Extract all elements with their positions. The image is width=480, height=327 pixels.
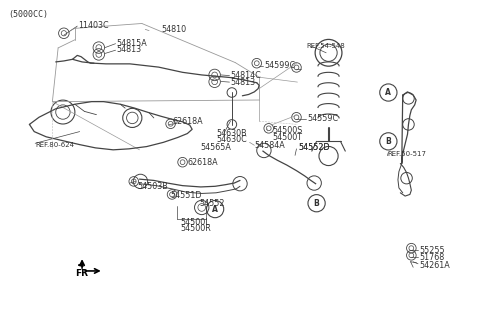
Text: 54815A: 54815A [117, 39, 147, 47]
Text: 54814C: 54814C [230, 71, 261, 80]
Text: 54503B: 54503B [137, 182, 168, 191]
Text: 62618A: 62618A [172, 117, 203, 126]
Text: 54261A: 54261A [419, 261, 450, 269]
Text: 55255: 55255 [419, 246, 444, 255]
Text: 54559C: 54559C [307, 114, 338, 123]
Text: A: A [212, 205, 218, 214]
Text: (5000CC): (5000CC) [9, 10, 48, 19]
Text: 54552: 54552 [199, 199, 225, 208]
Text: 62618A: 62618A [187, 158, 218, 167]
Text: 11403C: 11403C [78, 21, 109, 30]
Text: B: B [314, 199, 320, 208]
Text: 54552D: 54552D [299, 143, 330, 152]
Text: 54599C: 54599C [264, 61, 295, 70]
Text: 54810: 54810 [161, 25, 186, 34]
Text: 54584A: 54584A [254, 141, 285, 150]
Text: 54551D: 54551D [170, 191, 202, 200]
Text: 54500S: 54500S [273, 127, 303, 135]
Text: 54565A: 54565A [201, 143, 232, 152]
Text: REF.80-624: REF.80-624 [35, 142, 74, 147]
Text: REF.50-517: REF.50-517 [387, 151, 426, 157]
Text: 54500L: 54500L [180, 218, 210, 227]
Text: 54813: 54813 [117, 45, 142, 54]
Text: 54630B: 54630B [216, 129, 247, 138]
Text: 54552D: 54552D [299, 143, 330, 152]
Text: REF.54-548: REF.54-548 [306, 43, 345, 49]
Polygon shape [78, 264, 83, 267]
Text: 54500R: 54500R [180, 224, 211, 233]
Text: A: A [385, 88, 391, 97]
Text: B: B [385, 137, 391, 146]
Text: 54630C: 54630C [216, 135, 247, 144]
Text: FR: FR [75, 269, 88, 278]
Text: 51768: 51768 [419, 253, 444, 263]
Text: 54813: 54813 [230, 77, 255, 87]
Text: 54500T: 54500T [273, 133, 302, 142]
